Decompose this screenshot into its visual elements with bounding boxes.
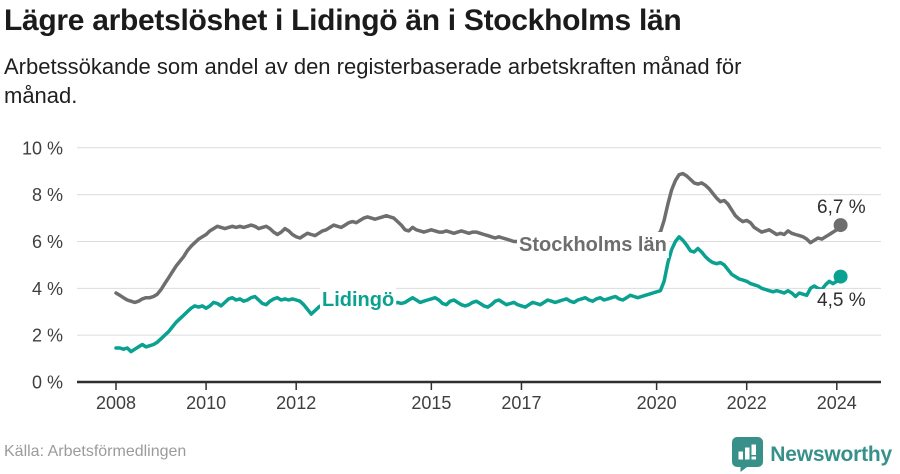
y-tick-label: 0 %: [32, 373, 63, 393]
series-label-stockholms-lan: Stockholms län: [519, 234, 667, 256]
end-point-dot-stockholms-lan: [833, 218, 848, 233]
series-line-stockholms-lan: [114, 171, 843, 305]
x-tick-label: 2015: [411, 393, 451, 413]
y-tick-label: 8 %: [32, 185, 63, 205]
label-backing: [517, 232, 669, 258]
x-tick-label: 2024: [817, 393, 857, 413]
x-tick-label: 2017: [501, 393, 541, 413]
chart-header: Lägre arbetslöshet i Lidingö än i Stockh…: [4, 2, 884, 110]
series-line-lidingo: [114, 235, 843, 354]
x-tick-label: 2010: [186, 393, 226, 413]
page-title: Lägre arbetslöshet i Lidingö än i Stockh…: [4, 4, 682, 37]
newsworthy-wordmark: Newsworthy: [770, 442, 892, 466]
y-tick-label: 6 %: [32, 232, 63, 252]
end-point-dot-lidingo: [833, 269, 848, 284]
source-note: Källa: Arbetsförmedlingen: [4, 443, 187, 460]
chart-subtitle-line1: Arbetssökande som andel av den registerb…: [4, 54, 742, 79]
end-value-label-stockholms-lan: 6,7 %: [817, 197, 866, 218]
y-tick-label: 4 %: [32, 279, 63, 299]
y-tick-label: 10 %: [22, 138, 63, 158]
x-tick-label: 2008: [96, 393, 136, 413]
y-tick-label: 2 %: [32, 326, 63, 346]
chart-subtitle: Arbetssökande som andel av den registerb…: [4, 52, 884, 110]
label-backing: [320, 287, 397, 313]
series-label-lidingo: Lidingö: [322, 289, 394, 311]
end-value-label-lidingo: 4,5 %: [817, 290, 866, 311]
newsworthy-brand-link[interactable]: Newsworthy: [732, 437, 892, 472]
label-backing: [816, 289, 867, 312]
x-tick-label: 2020: [637, 393, 677, 413]
newsworthy-logo-icon: [732, 437, 764, 472]
x-tick-label: 2022: [727, 393, 767, 413]
chart-subtitle-line2: månad.: [4, 83, 78, 108]
label-backing: [816, 196, 867, 219]
x-tick-label: 2012: [276, 393, 316, 413]
